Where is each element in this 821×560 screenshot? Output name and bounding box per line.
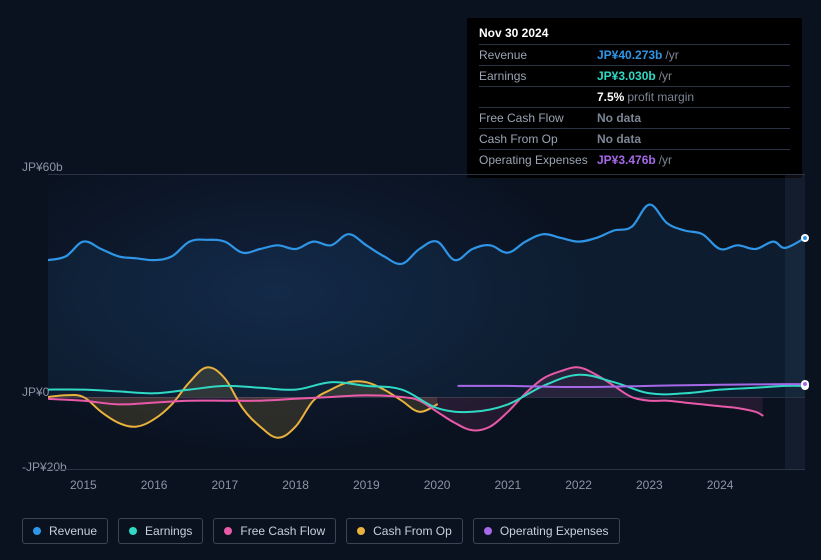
tooltip-row-value: JP¥3.030b/yr: [597, 69, 790, 83]
tooltip-row-value: No data: [597, 132, 790, 146]
series-area-revenue: [48, 205, 805, 397]
chart-tooltip: Nov 30 2024 RevenueJP¥40.273b/yrEarnings…: [467, 18, 802, 178]
tooltip-row-value: No data: [597, 111, 790, 125]
tooltip-row-value: 7.5%profit margin: [597, 90, 790, 104]
series-end-marker-revenue: [801, 234, 809, 242]
legend-item-free_cash_flow[interactable]: Free Cash Flow: [213, 518, 336, 544]
legend-dot-icon: [33, 527, 41, 535]
x-axis-label: 2020: [424, 478, 451, 492]
x-axis-labels: 2015 2016 2017 2018 2019 2020 2021 2022 2023 2024: [48, 478, 805, 496]
tooltip-row: Cash From OpNo data: [479, 128, 790, 149]
tooltip-row: 7.5%profit margin: [479, 86, 790, 107]
legend-label: Cash From Op: [373, 524, 452, 538]
x-axis-label: 2016: [141, 478, 168, 492]
legend-label: Revenue: [49, 524, 97, 538]
legend-dot-icon: [224, 527, 232, 535]
chart-plot[interactable]: [48, 174, 805, 470]
tooltip-row-label: Cash From Op: [479, 132, 597, 146]
tooltip-row: RevenueJP¥40.273b/yr: [479, 44, 790, 65]
x-axis-label: 2023: [636, 478, 663, 492]
y-axis-label-zero: JP¥0: [22, 385, 49, 399]
chart-legend: Revenue Earnings Free Cash Flow Cash From O…: [22, 518, 620, 544]
tooltip-row-label: Revenue: [479, 48, 597, 62]
legend-label: Free Cash Flow: [240, 524, 325, 538]
tooltip-row-label: Earnings: [479, 69, 597, 83]
tooltip-row: EarningsJP¥3.030b/yr: [479, 65, 790, 86]
legend-dot-icon: [484, 527, 492, 535]
legend-item-opex[interactable]: Operating Expenses: [473, 518, 620, 544]
tooltip-row: Free Cash FlowNo data: [479, 107, 790, 128]
series-end-marker-opex: [801, 380, 809, 388]
chart-area: JP¥60b JP¥0 -JP¥20b 20152016201720182019…: [16, 160, 805, 490]
legend-item-earnings[interactable]: Earnings: [118, 518, 203, 544]
legend-dot-icon: [129, 527, 137, 535]
x-axis-label: 2015: [70, 478, 97, 492]
y-axis-label-max: JP¥60b: [22, 160, 63, 174]
x-axis-label: 2022: [565, 478, 592, 492]
x-axis-label: 2017: [212, 478, 239, 492]
legend-dot-icon: [357, 527, 365, 535]
legend-label: Operating Expenses: [500, 524, 609, 538]
x-axis-label: 2019: [353, 478, 380, 492]
x-axis-label: 2021: [495, 478, 522, 492]
x-axis-label: 2024: [707, 478, 734, 492]
legend-label: Earnings: [145, 524, 192, 538]
tooltip-row-value: JP¥40.273b/yr: [597, 48, 790, 62]
tooltip-row-label: [479, 90, 597, 104]
legend-item-cash_from_op[interactable]: Cash From Op: [346, 518, 463, 544]
tooltip-row-label: Free Cash Flow: [479, 111, 597, 125]
chart-svg: [48, 175, 805, 471]
x-axis-label: 2018: [282, 478, 309, 492]
tooltip-date: Nov 30 2024: [479, 26, 790, 44]
legend-item-revenue[interactable]: Revenue: [22, 518, 108, 544]
